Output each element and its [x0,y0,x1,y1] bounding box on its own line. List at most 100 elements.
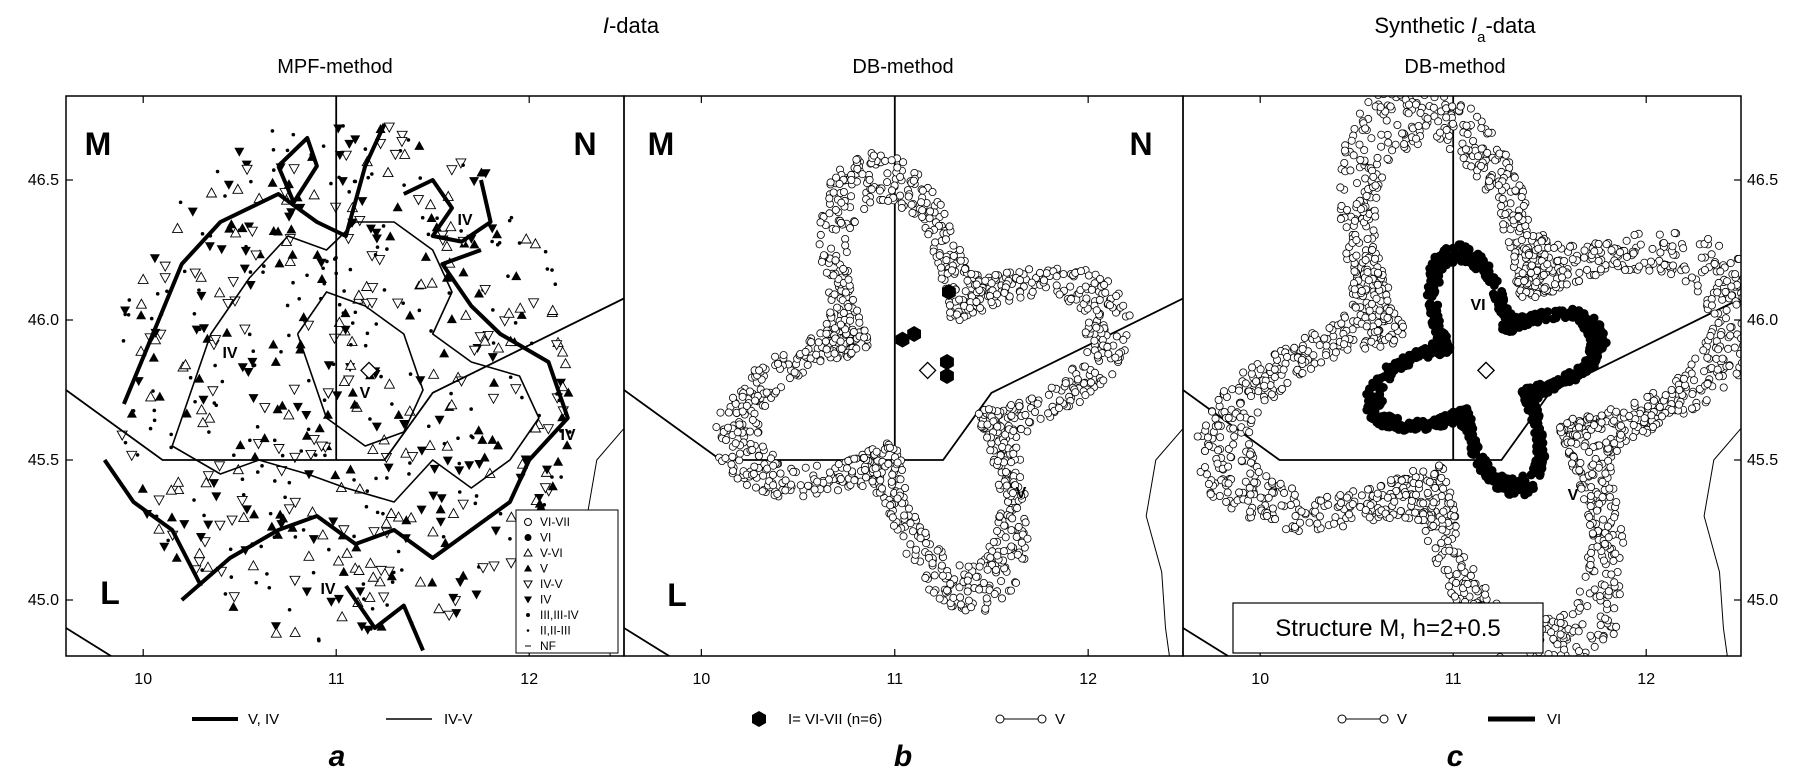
intensity-point-v [1340,146,1349,155]
intensity-point-v [1534,244,1543,253]
intensity-point-v [860,326,869,335]
intensity-point-v [1023,534,1032,543]
intensity-zone-vi [1533,405,1542,415]
panel-a-corner-label-l: L [100,575,120,611]
data-point [187,207,198,217]
data-point [546,304,559,315]
intensity-zone-vi [1470,260,1480,270]
intensity-point-v [1702,396,1711,405]
intensity-point-v [1421,121,1430,130]
intensity-point-v [1203,433,1212,442]
data-point [371,234,382,244]
intensity-point-v [1310,330,1319,339]
intensity-point-v [1467,162,1476,171]
data-point [487,393,500,405]
intensity-point-v [1031,407,1040,416]
y-tick-label: 45.0 [28,592,59,609]
data-point [491,341,496,345]
intensity-point-v [1055,404,1064,413]
intensity-point-v [773,489,782,498]
intensity-point-v [1713,365,1722,374]
data-point [488,561,500,572]
data-point [516,309,527,319]
intensity-point-v [878,484,887,493]
intensity-point-v [1388,96,1396,99]
intensity-point-v [1268,477,1277,486]
data-point [365,331,370,336]
data-point [226,515,238,526]
intensity-point-v [1371,212,1380,221]
intensity-point-v [1595,592,1604,601]
intensity-point-v [984,405,993,414]
data-point [307,378,311,383]
fault-line [66,297,624,461]
intensity-point-v [1442,113,1451,122]
data-point [205,187,218,198]
intensity-point-v [956,593,965,602]
isoseismal-thick [180,248,570,602]
intensity-point-v [1731,270,1740,279]
data-point [272,404,283,414]
data-point [511,271,522,281]
intensity-point-v [781,486,790,495]
intensity-point-v [1245,428,1254,437]
intensity-point-v [1042,269,1051,278]
intensity-zone-vi [1362,405,1372,415]
intensity-point-v [1548,667,1555,674]
data-point [287,480,292,485]
intensity-point-v [1036,268,1045,277]
intensity-point-v [1710,259,1719,268]
y-tick-label: 46.0 [28,312,59,329]
data-point [401,515,412,525]
data-point [271,147,276,152]
data-point [381,224,386,228]
intensity-point-v [929,588,938,597]
data-point [197,416,209,428]
intensity-point-v [843,464,852,473]
intensity-point-v [1283,378,1292,387]
intensity-point-v [1474,152,1483,161]
intensity-zone-vi [1428,418,1438,427]
intensity-point-v [830,290,839,299]
intensity-point-v [1066,282,1075,291]
intensity-point-v [1007,411,1016,420]
intensity-point-v [1725,361,1734,370]
intensity-zone-vi [1515,320,1525,330]
intensity-point-v [1206,490,1215,499]
data-point [406,138,411,142]
intensity-point-v [866,198,875,207]
data-point [196,291,207,301]
intensity-point-v [1574,627,1583,636]
intensity-point-v [902,549,911,558]
intensity-point-v [1661,391,1670,400]
data-title-synth-symbol: I [1471,13,1477,38]
intensity-zone-vi [1452,253,1462,263]
panel-c-annotation-box [1232,602,1544,654]
data-point [288,164,300,175]
intensity-zone-vi [1518,471,1528,481]
intensity-point-v [1752,292,1759,299]
intensity-point-v [1679,374,1688,383]
intensity-point-v [1385,514,1394,523]
intensity-point-v [967,603,976,612]
intensity-point-v [1027,278,1036,287]
data-point [479,452,490,462]
data-point [471,590,482,600]
intensity-point-v [813,461,822,470]
intensity-point-v [721,454,730,463]
data-point [415,278,427,289]
intensity-point-v [1215,491,1224,500]
intensity-point-v [1416,108,1425,117]
intensity-point-v [881,156,890,165]
intensity-point-v [1568,610,1577,619]
intensity-point-v [1279,365,1288,374]
data-point [197,327,202,332]
intensity-zone-vi [1559,310,1569,320]
intensity-point-v [1473,112,1482,121]
intensity-point-v [1084,271,1093,280]
y-tick-label: 46.5 [1747,172,1778,189]
legend-thin-line-label: IV-V [444,711,472,728]
intensity-point-v [1588,529,1597,538]
intensity-point-v [1643,392,1652,401]
intensity-point-v [1298,344,1307,353]
